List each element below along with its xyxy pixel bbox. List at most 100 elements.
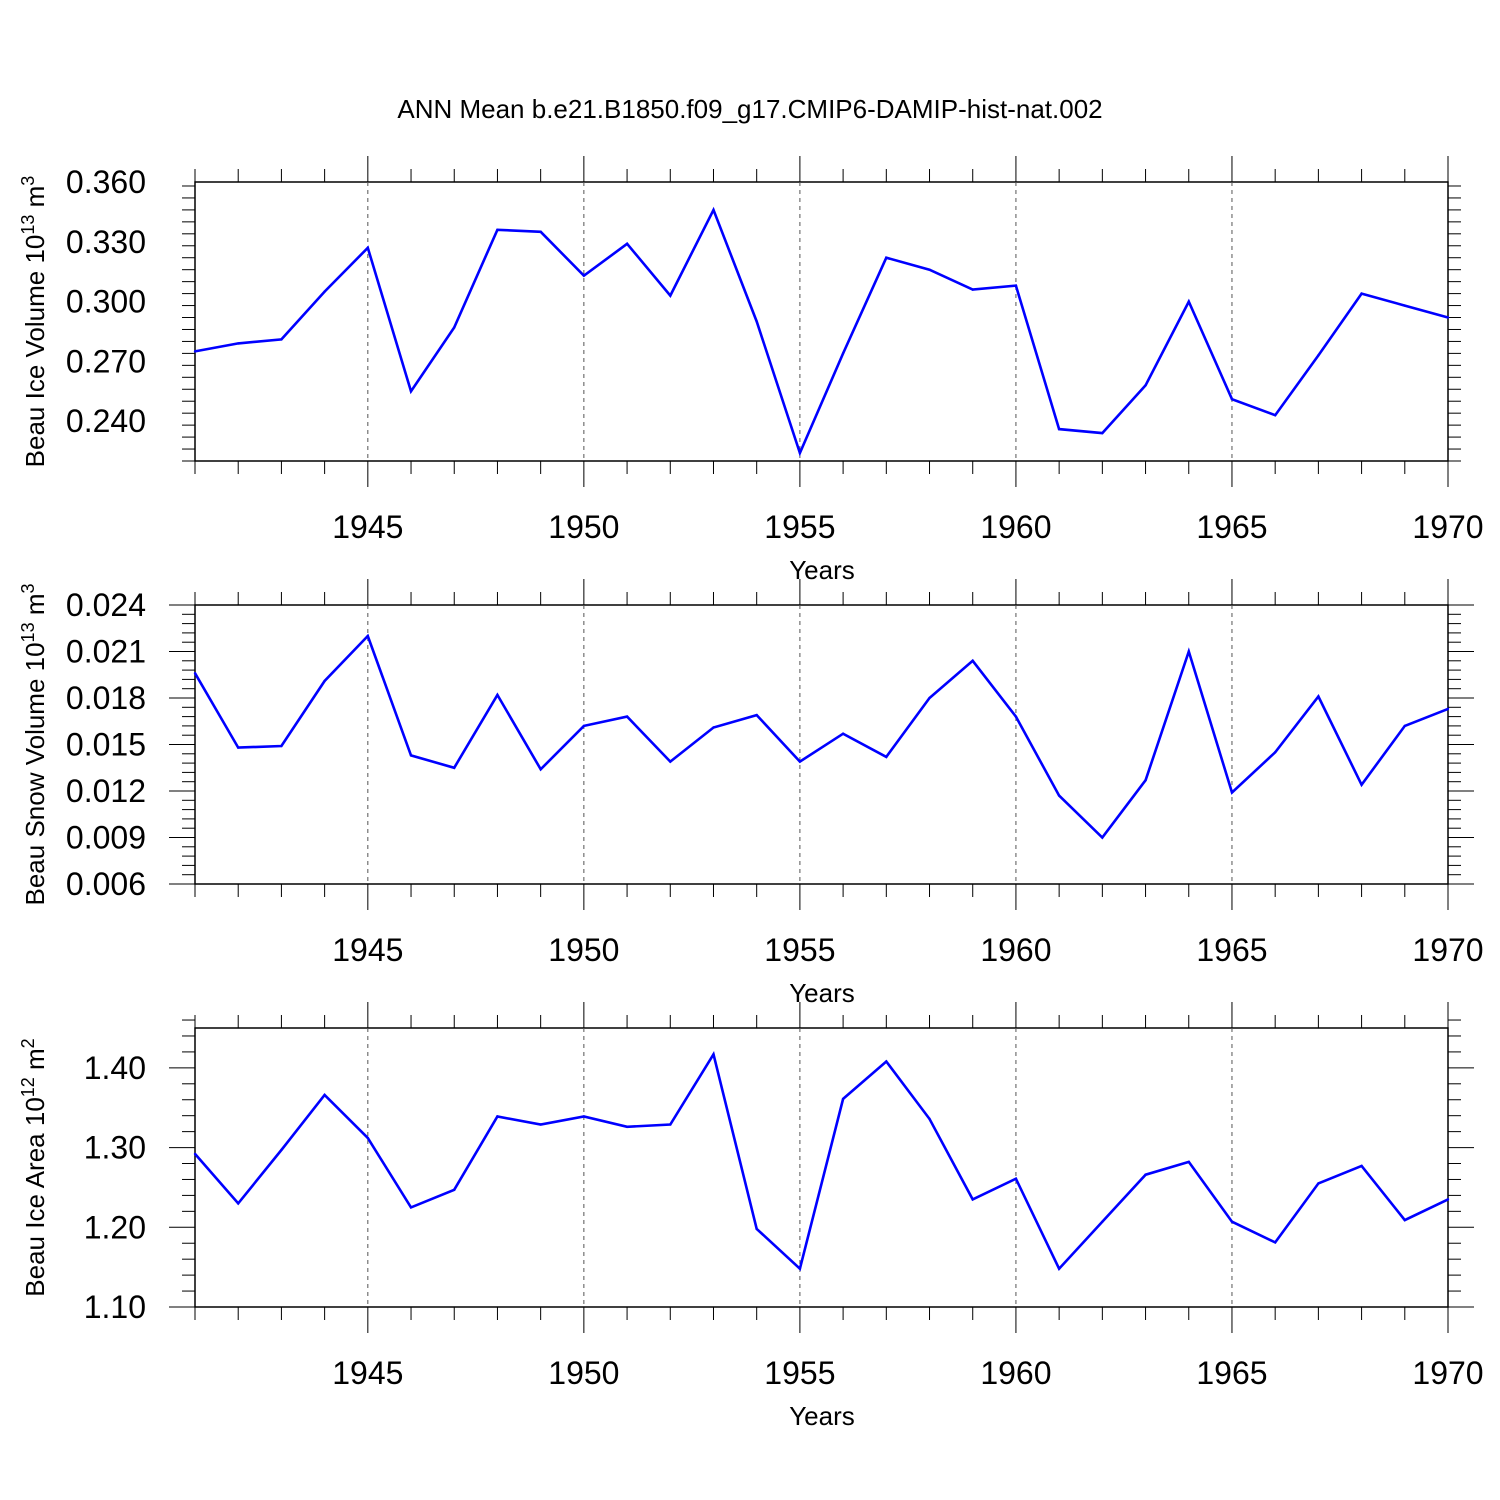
data-point — [712, 726, 715, 729]
data-point — [755, 320, 758, 323]
data-point — [323, 290, 326, 293]
data-point — [237, 1202, 240, 1205]
data-point — [625, 242, 629, 245]
y-tick-label: 1.30 — [84, 1130, 146, 1166]
data-point — [366, 1136, 370, 1140]
data-point — [1446, 316, 1450, 319]
data-point — [841, 1097, 845, 1101]
panels: 0.240 0.270 0.300 0.330 0.360 1945 1950 1955 196… — [18, 156, 1484, 1431]
data-point — [1144, 778, 1147, 782]
y-tick-label: 0.021 — [66, 634, 146, 670]
data-point — [885, 1060, 888, 1063]
data-point — [1273, 413, 1277, 417]
y-axis-label: Beau Ice Area 1012 m2 — [18, 1038, 50, 1296]
data-point — [193, 350, 197, 353]
data-point — [582, 1115, 586, 1118]
y-axis-label: Beau Ice Volume 1013 m3 — [18, 176, 50, 468]
data-point — [1144, 1173, 1147, 1176]
series-line — [194, 206, 1449, 457]
data-point — [712, 208, 715, 212]
y-tick-label: 1.10 — [84, 1289, 146, 1325]
y-tick-label: 1.20 — [84, 1209, 146, 1245]
data-point — [1273, 1241, 1277, 1244]
y-tick-label: 0.270 — [66, 343, 146, 379]
data-point — [798, 451, 802, 455]
data-point — [1446, 1198, 1450, 1201]
data-point — [453, 1188, 456, 1192]
data-point — [1187, 650, 1190, 653]
data-point — [755, 713, 758, 717]
data-point — [1230, 791, 1234, 794]
data-point — [1360, 292, 1363, 295]
data-point — [669, 294, 672, 297]
y-tick-label: 0.009 — [66, 820, 146, 856]
data-point — [669, 760, 672, 763]
data-point — [237, 746, 240, 749]
data-point — [928, 1117, 931, 1121]
data-point — [453, 326, 456, 329]
series-line — [193, 633, 1449, 840]
x-tick-label: 1970 — [1412, 1355, 1483, 1391]
x-tick-label: 1960 — [980, 509, 1051, 545]
data-point — [1144, 384, 1147, 387]
data-point — [625, 1125, 629, 1129]
data-point — [366, 634, 370, 638]
panel-2: 0.006 0.009 0.012 0.015 0.018 0.021 0.024 1945 1… — [18, 579, 1484, 1008]
data-point — [409, 754, 413, 757]
x-tick-label: 1960 — [980, 1355, 1051, 1391]
data-point — [582, 724, 586, 728]
plot-frame — [194, 1027, 1449, 1308]
data-point — [1273, 751, 1277, 754]
data-point — [841, 732, 845, 735]
data-point — [1360, 1164, 1363, 1168]
data-point — [1317, 695, 1320, 698]
x-tick-label: 1950 — [548, 932, 619, 968]
plot-frame — [194, 604, 1449, 885]
y-tick-label: 0.024 — [66, 587, 146, 623]
data-point — [755, 1227, 758, 1231]
data-point — [1187, 1160, 1190, 1164]
data-point — [1101, 1220, 1104, 1223]
x-axis-label: Years — [789, 1401, 855, 1431]
data-point — [193, 672, 197, 675]
x-tick-label: 1970 — [1412, 932, 1483, 968]
data-point — [453, 766, 456, 769]
data-point — [1403, 724, 1406, 728]
data-point — [539, 230, 542, 234]
data-point — [885, 256, 888, 259]
data-point — [280, 1148, 283, 1152]
x-tick-label: 1960 — [980, 932, 1051, 968]
y-tick-label: 0.006 — [66, 866, 146, 902]
data-point — [625, 715, 629, 718]
data-point — [323, 1093, 326, 1097]
x-axis-label: Years — [789, 978, 855, 1008]
x-tick-label: 1945 — [332, 1355, 403, 1391]
panel-3: 1.10 1.20 1.30 1.40 1945 1950 1955 1960 1965 1970… — [18, 1002, 1484, 1431]
data-point — [539, 768, 542, 771]
data-point — [798, 1267, 802, 1270]
x-tick-label: 1955 — [764, 1355, 835, 1391]
x-tick-label: 1950 — [548, 1355, 619, 1391]
data-point — [928, 696, 931, 700]
data-point — [582, 274, 586, 277]
data-point — [1446, 707, 1450, 711]
y-tick-label: 0.300 — [66, 284, 146, 320]
data-point — [1403, 304, 1406, 307]
y-tick-label: 0.015 — [66, 727, 146, 763]
y-tick-label: 0.330 — [66, 224, 146, 260]
data-point — [409, 1206, 413, 1209]
data-point — [1014, 1177, 1018, 1180]
data-point — [323, 679, 326, 683]
data-point — [1014, 715, 1018, 718]
data-point — [1187, 300, 1190, 303]
data-point — [1230, 1220, 1234, 1223]
y-tick-label: 0.018 — [66, 680, 146, 716]
data-point — [280, 744, 283, 748]
data-point — [280, 338, 283, 341]
data-point — [409, 390, 413, 393]
data-point — [971, 659, 974, 662]
x-tick-label: 1965 — [1196, 1355, 1267, 1391]
data-point — [1317, 354, 1320, 357]
data-point — [193, 1152, 197, 1156]
